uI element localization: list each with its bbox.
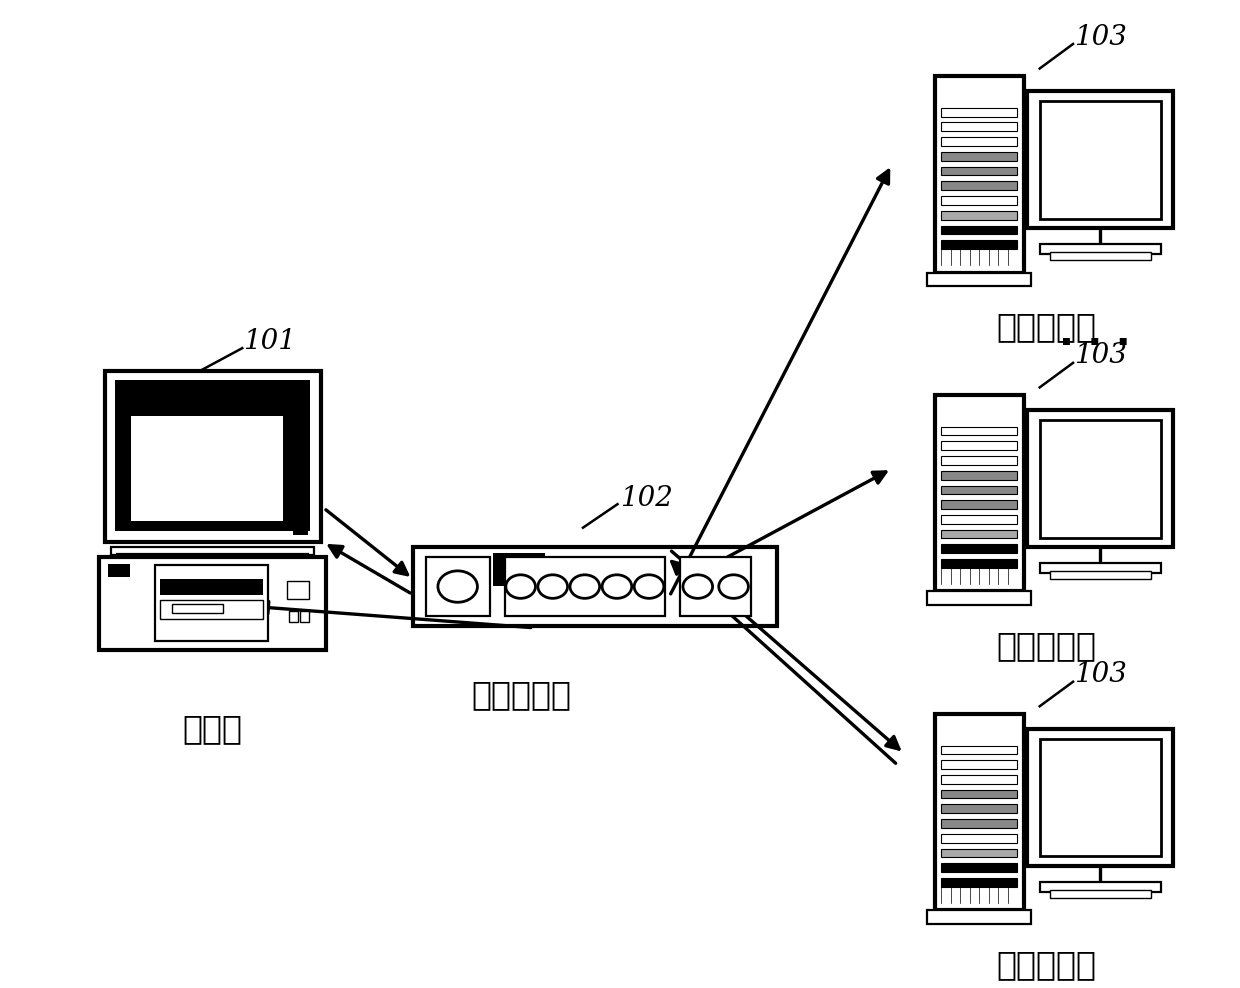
Bar xyxy=(928,910,1032,924)
Bar xyxy=(1028,729,1173,866)
Bar xyxy=(117,554,309,560)
Bar xyxy=(505,557,665,616)
Circle shape xyxy=(506,575,536,599)
Bar xyxy=(941,485,1018,494)
Bar xyxy=(928,273,1032,287)
Bar xyxy=(941,123,1018,131)
Circle shape xyxy=(538,575,568,599)
Text: 后端服务器: 后端服务器 xyxy=(996,629,1096,662)
Bar xyxy=(941,471,1018,479)
Bar xyxy=(935,714,1024,910)
Bar xyxy=(941,530,1018,538)
Bar xyxy=(941,152,1018,161)
Circle shape xyxy=(603,575,631,599)
Bar xyxy=(1039,882,1161,892)
Bar xyxy=(941,775,1018,783)
Bar xyxy=(941,834,1018,843)
Bar xyxy=(941,559,1018,568)
Bar xyxy=(941,456,1018,465)
Circle shape xyxy=(719,575,749,599)
Text: 接入服务器: 接入服务器 xyxy=(471,678,572,711)
Bar xyxy=(941,427,1018,436)
Bar xyxy=(941,804,1018,813)
Bar xyxy=(289,611,298,622)
Bar xyxy=(941,167,1018,176)
Bar xyxy=(131,416,283,522)
Bar xyxy=(941,544,1018,553)
Bar xyxy=(160,579,263,595)
Bar xyxy=(1028,91,1173,228)
Bar xyxy=(941,240,1018,249)
Bar xyxy=(300,611,309,622)
Bar xyxy=(160,600,263,619)
Bar xyxy=(941,108,1018,117)
Bar xyxy=(1039,420,1161,537)
Text: 102: 102 xyxy=(620,485,673,512)
Bar xyxy=(941,760,1018,769)
Bar xyxy=(172,605,223,614)
Bar xyxy=(115,380,310,532)
Text: 103: 103 xyxy=(1074,661,1127,689)
Bar xyxy=(1039,244,1161,254)
Bar xyxy=(941,878,1018,887)
Bar xyxy=(941,225,1018,234)
Bar xyxy=(941,819,1018,828)
Bar xyxy=(99,557,326,650)
Circle shape xyxy=(438,571,477,603)
Bar xyxy=(680,557,751,616)
Bar xyxy=(941,182,1018,190)
Bar xyxy=(425,557,490,616)
Bar xyxy=(935,76,1024,273)
Bar xyxy=(941,849,1018,858)
Text: . . .: . . . xyxy=(1059,315,1131,353)
Circle shape xyxy=(570,575,600,599)
Bar xyxy=(1039,563,1161,573)
Bar xyxy=(928,592,1032,606)
Text: 101: 101 xyxy=(243,328,296,355)
Bar xyxy=(108,564,130,577)
Bar xyxy=(1028,410,1173,547)
Bar xyxy=(286,581,309,599)
Bar xyxy=(941,515,1018,524)
Bar xyxy=(941,789,1018,798)
Bar xyxy=(294,528,309,535)
Circle shape xyxy=(683,575,713,599)
Bar xyxy=(1039,739,1161,857)
Bar xyxy=(941,746,1018,755)
Text: 客户端: 客户端 xyxy=(182,712,243,745)
Text: 后端服务器: 后端服务器 xyxy=(996,947,1096,981)
Bar xyxy=(110,547,315,555)
Bar xyxy=(935,395,1024,592)
Bar xyxy=(941,137,1018,146)
Text: 103: 103 xyxy=(1074,24,1127,50)
Circle shape xyxy=(634,575,663,599)
Bar xyxy=(941,864,1018,872)
Bar xyxy=(1049,252,1151,260)
Bar xyxy=(941,210,1018,219)
Bar xyxy=(1039,101,1161,218)
Bar xyxy=(155,565,268,640)
Bar xyxy=(941,442,1018,451)
Bar xyxy=(941,500,1018,509)
Bar xyxy=(413,547,777,625)
Bar xyxy=(1049,571,1151,579)
Text: 103: 103 xyxy=(1074,343,1127,370)
Bar xyxy=(941,196,1018,205)
Bar xyxy=(104,370,321,542)
Text: 后端服务器: 后端服务器 xyxy=(996,310,1096,343)
Bar xyxy=(1049,890,1151,897)
Bar xyxy=(494,553,546,586)
